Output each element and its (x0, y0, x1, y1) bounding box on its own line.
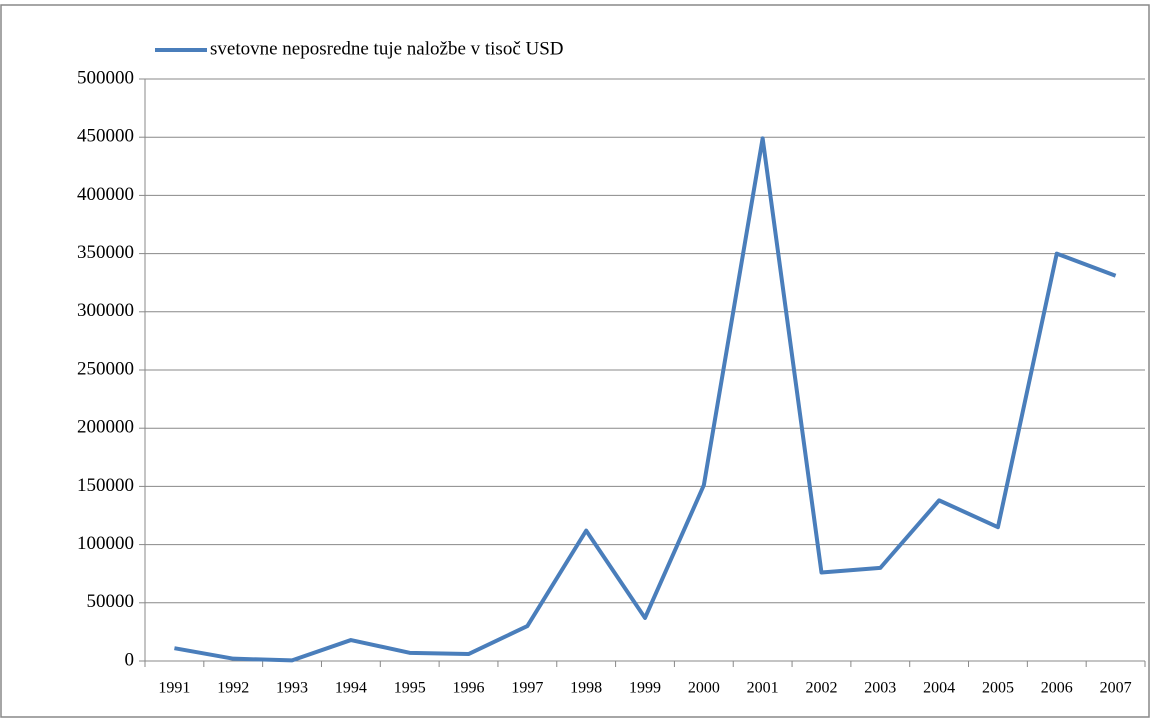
x-tick-label: 2006 (1041, 680, 1073, 697)
x-tick-label: 1994 (335, 680, 367, 697)
x-tick-label: 1992 (217, 680, 249, 697)
legend-label: svetovne neposredne tuje naložbe v tisoč… (210, 38, 564, 59)
chart-frame (0, 4, 1150, 718)
y-tick-label: 450000 (77, 126, 134, 147)
x-tick-label: 1993 (276, 680, 308, 697)
y-tick-label: 50000 (87, 591, 135, 612)
y-tick-label: 250000 (77, 358, 134, 379)
y-tick-label: 200000 (77, 417, 134, 438)
x-tick-label: 2003 (864, 680, 896, 697)
x-tick-label: 2001 (747, 680, 779, 697)
x-tick-label: 1999 (629, 680, 661, 697)
x-tick-label: 2004 (923, 680, 955, 697)
x-tick-label: 1997 (511, 680, 543, 697)
y-tick-label: 350000 (77, 242, 134, 263)
x-tick-label: 1995 (394, 680, 426, 697)
y-tick-label: 100000 (77, 533, 134, 554)
x-tick-label: 2002 (805, 680, 837, 697)
y-tick-label: 150000 (77, 475, 134, 496)
x-tick-label: 2005 (982, 680, 1014, 697)
y-tick-label: 400000 (77, 184, 134, 205)
y-tick-label: 0 (125, 649, 135, 670)
y-tick-label: 500000 (77, 67, 134, 88)
x-tick-label: 2000 (688, 680, 720, 697)
y-tick-label: 300000 (77, 300, 134, 321)
x-tick-label: 2007 (1100, 680, 1132, 697)
x-tick-label: 1996 (453, 680, 485, 697)
x-tick-label: 1998 (570, 680, 602, 697)
data-line (174, 136, 1117, 663)
x-tick-label: 1991 (158, 680, 190, 697)
